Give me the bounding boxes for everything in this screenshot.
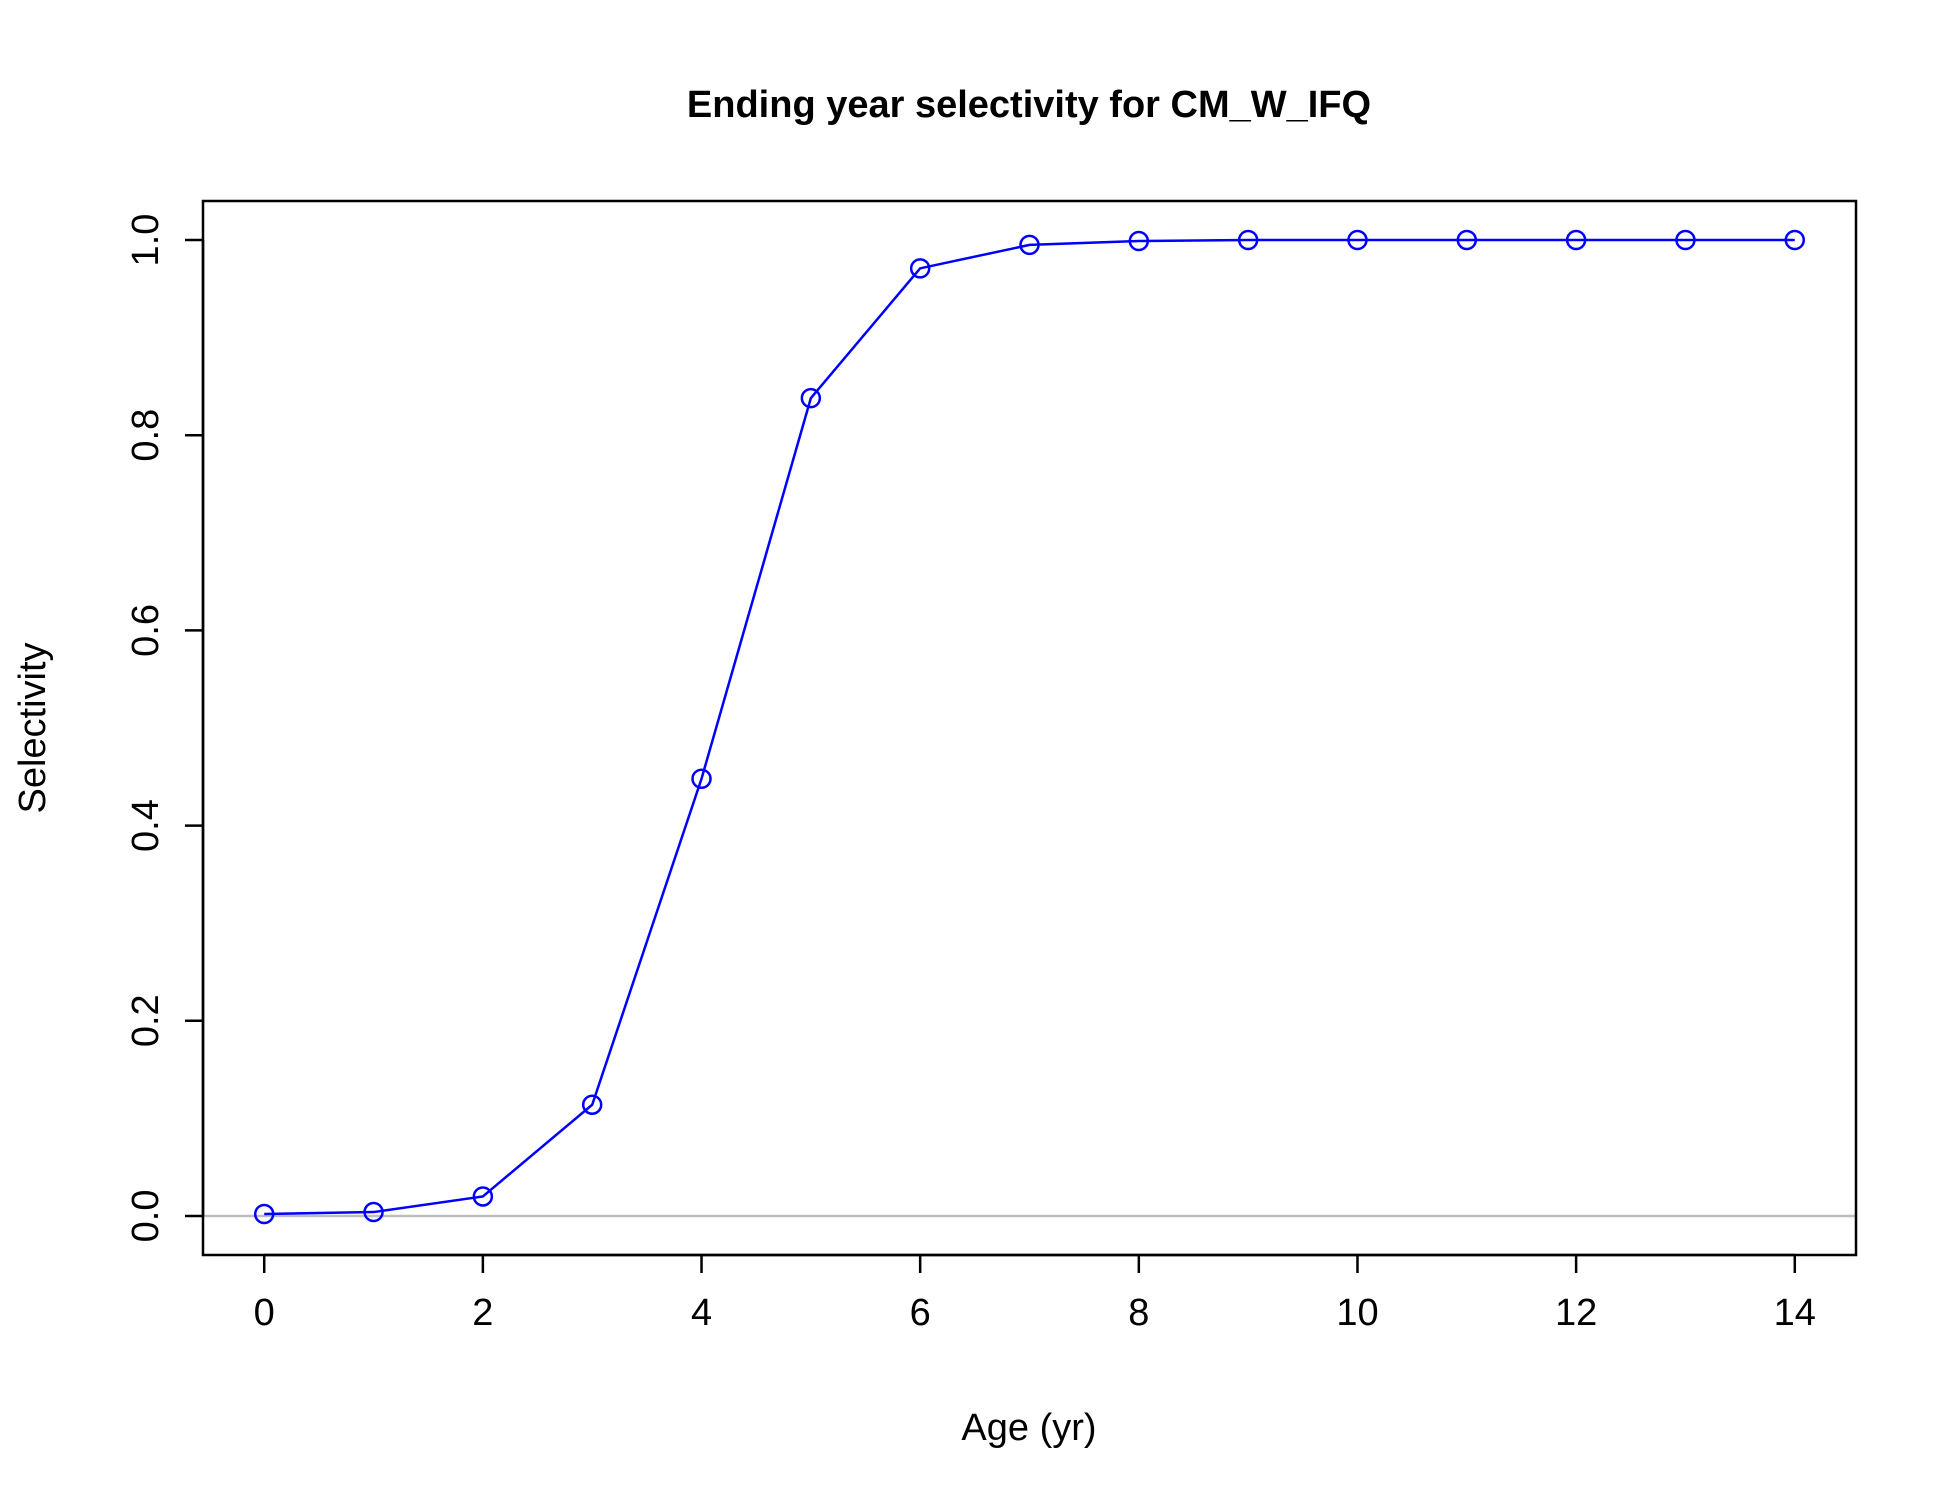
data-point <box>472 1186 494 1207</box>
y-tick-label: 0.4 <box>125 799 167 852</box>
data-point <box>800 387 822 409</box>
y-axis-label: Selectivity <box>12 642 54 813</box>
data-point <box>691 768 712 789</box>
data-point <box>581 1094 603 1115</box>
data-point <box>1347 229 1368 251</box>
x-tick-label: 10 <box>1336 1292 1378 1334</box>
x-tick-label: 12 <box>1555 1292 1597 1334</box>
data-point <box>1237 229 1259 251</box>
x-axis: 0 2 4 6 8 10 12 14 <box>254 1253 1816 1334</box>
data-point <box>1128 230 1150 252</box>
x-tick-label: 14 <box>1774 1292 1816 1334</box>
y-tick-label: 0.8 <box>125 409 167 462</box>
data-point <box>1456 229 1478 251</box>
data-point <box>1675 229 1696 251</box>
series-line <box>264 238 1795 1216</box>
chart-title: Ending year selectivity for CM_W_IFQ <box>687 84 1371 126</box>
x-tick-label: 8 <box>1128 1292 1149 1334</box>
y-tick-label: 0.2 <box>125 994 167 1047</box>
data-point <box>1565 229 1587 251</box>
y-axis: 0.0 0.2 0.4 0.6 0.8 1.0 <box>125 214 205 1243</box>
y-tick-label: 0.6 <box>125 604 167 657</box>
plot-frame <box>201 199 1858 1257</box>
data-point <box>909 258 931 279</box>
data-point <box>1784 229 1806 251</box>
x-tick-label: 4 <box>691 1292 712 1334</box>
x-tick-label: 2 <box>472 1292 493 1334</box>
data-point <box>253 1203 275 1225</box>
data-point <box>1019 234 1040 256</box>
data-points-layer <box>253 229 1806 1225</box>
x-tick-label: 0 <box>254 1292 275 1334</box>
y-tick-label: 1.0 <box>125 214 167 267</box>
y-tick-label: 0.0 <box>125 1190 167 1243</box>
x-tick-label: 6 <box>910 1292 931 1334</box>
x-axis-label: Age (yr) <box>961 1407 1096 1449</box>
data-point <box>363 1201 384 1223</box>
series-line-layer <box>264 238 1795 1216</box>
